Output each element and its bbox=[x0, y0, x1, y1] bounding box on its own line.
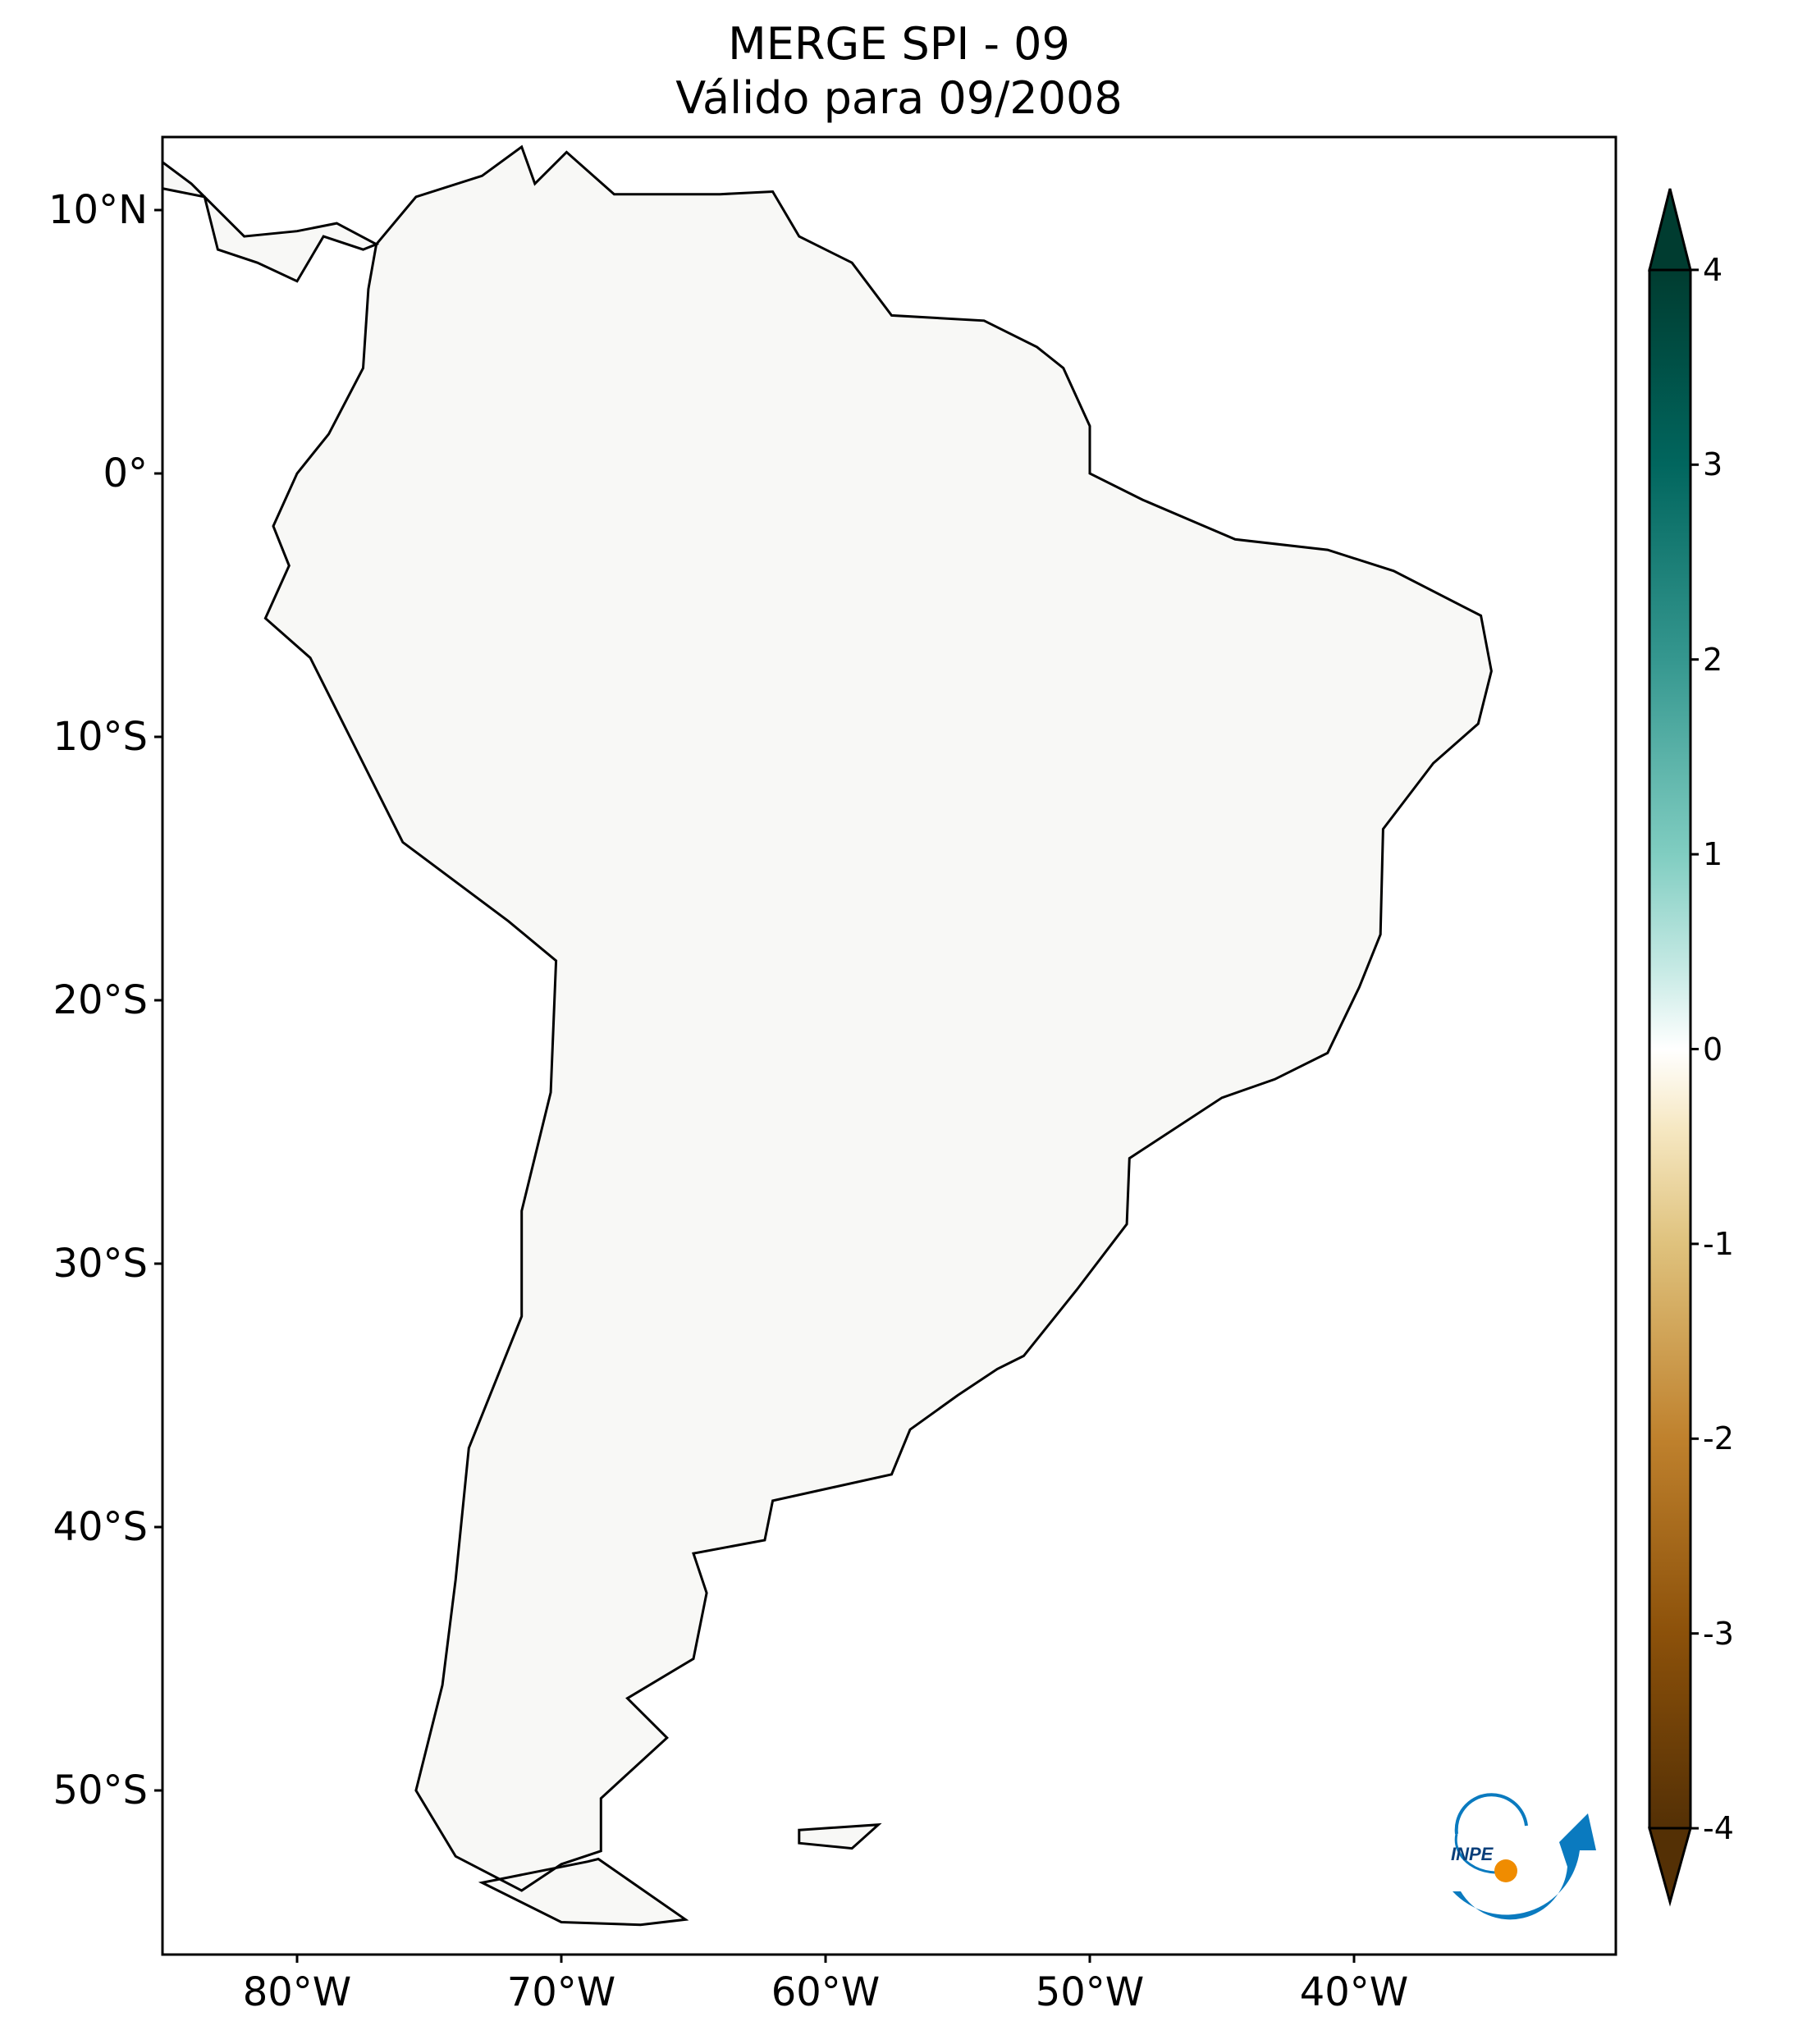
inpe-logo: INPE bbox=[1451, 1793, 1596, 1920]
colorbar-tick-label: -2 bbox=[1703, 1420, 1734, 1456]
colorbar-tick-label: 2 bbox=[1703, 642, 1723, 678]
coastline-polygon bbox=[263, 144, 1493, 1892]
map-frame bbox=[161, 135, 1617, 1956]
colorbar-extend-min bbox=[1648, 1827, 1692, 1907]
coastline-polygon bbox=[162, 160, 380, 283]
coastline bbox=[162, 144, 1493, 1927]
lon-tick-label: 60°W bbox=[771, 1969, 881, 2015]
map-title: MERGE SPI - 09 bbox=[728, 18, 1070, 70]
lon-tick-label: 80°W bbox=[242, 1969, 352, 2015]
lat-tick-label: 40°S bbox=[53, 1504, 148, 1550]
lat-tick-label: 30°S bbox=[53, 1241, 148, 1287]
colorbar-tick-label: 1 bbox=[1703, 836, 1723, 872]
colorbar-tick-label: 0 bbox=[1703, 1031, 1723, 1068]
colorbar-bar bbox=[1648, 268, 1692, 1830]
coastline-polygon bbox=[478, 1857, 689, 1927]
lon-tick-label: 50°W bbox=[1035, 1969, 1145, 2015]
lat-tick-label: 50°S bbox=[53, 1767, 148, 1813]
map-subtitle: Válido para 09/2008 bbox=[675, 72, 1123, 124]
colorbar-tick-label: -3 bbox=[1703, 1616, 1734, 1652]
coastline-polygon bbox=[798, 1822, 882, 1850]
colorbar-extend-max bbox=[1648, 188, 1692, 272]
colorbar-tick-label: -1 bbox=[1703, 1226, 1734, 1262]
axis-ticks bbox=[154, 208, 1356, 1963]
colorbar bbox=[1648, 188, 1699, 1907]
lon-tick-label: 70°W bbox=[506, 1969, 616, 2015]
svg-text:INPE: INPE bbox=[1451, 1844, 1494, 1864]
lat-tick-label: 0° bbox=[103, 450, 148, 496]
colorbar-tick-label: -4 bbox=[1703, 1810, 1734, 1846]
colorbar-tick-label: 4 bbox=[1703, 252, 1723, 288]
lon-tick-label: 40°W bbox=[1299, 1969, 1409, 2015]
lat-tick-label: 10°S bbox=[53, 714, 148, 760]
lat-tick-label: 20°S bbox=[53, 977, 148, 1023]
lat-tick-label: 10°N bbox=[48, 187, 148, 233]
colorbar-tick-label: 3 bbox=[1703, 446, 1723, 482]
